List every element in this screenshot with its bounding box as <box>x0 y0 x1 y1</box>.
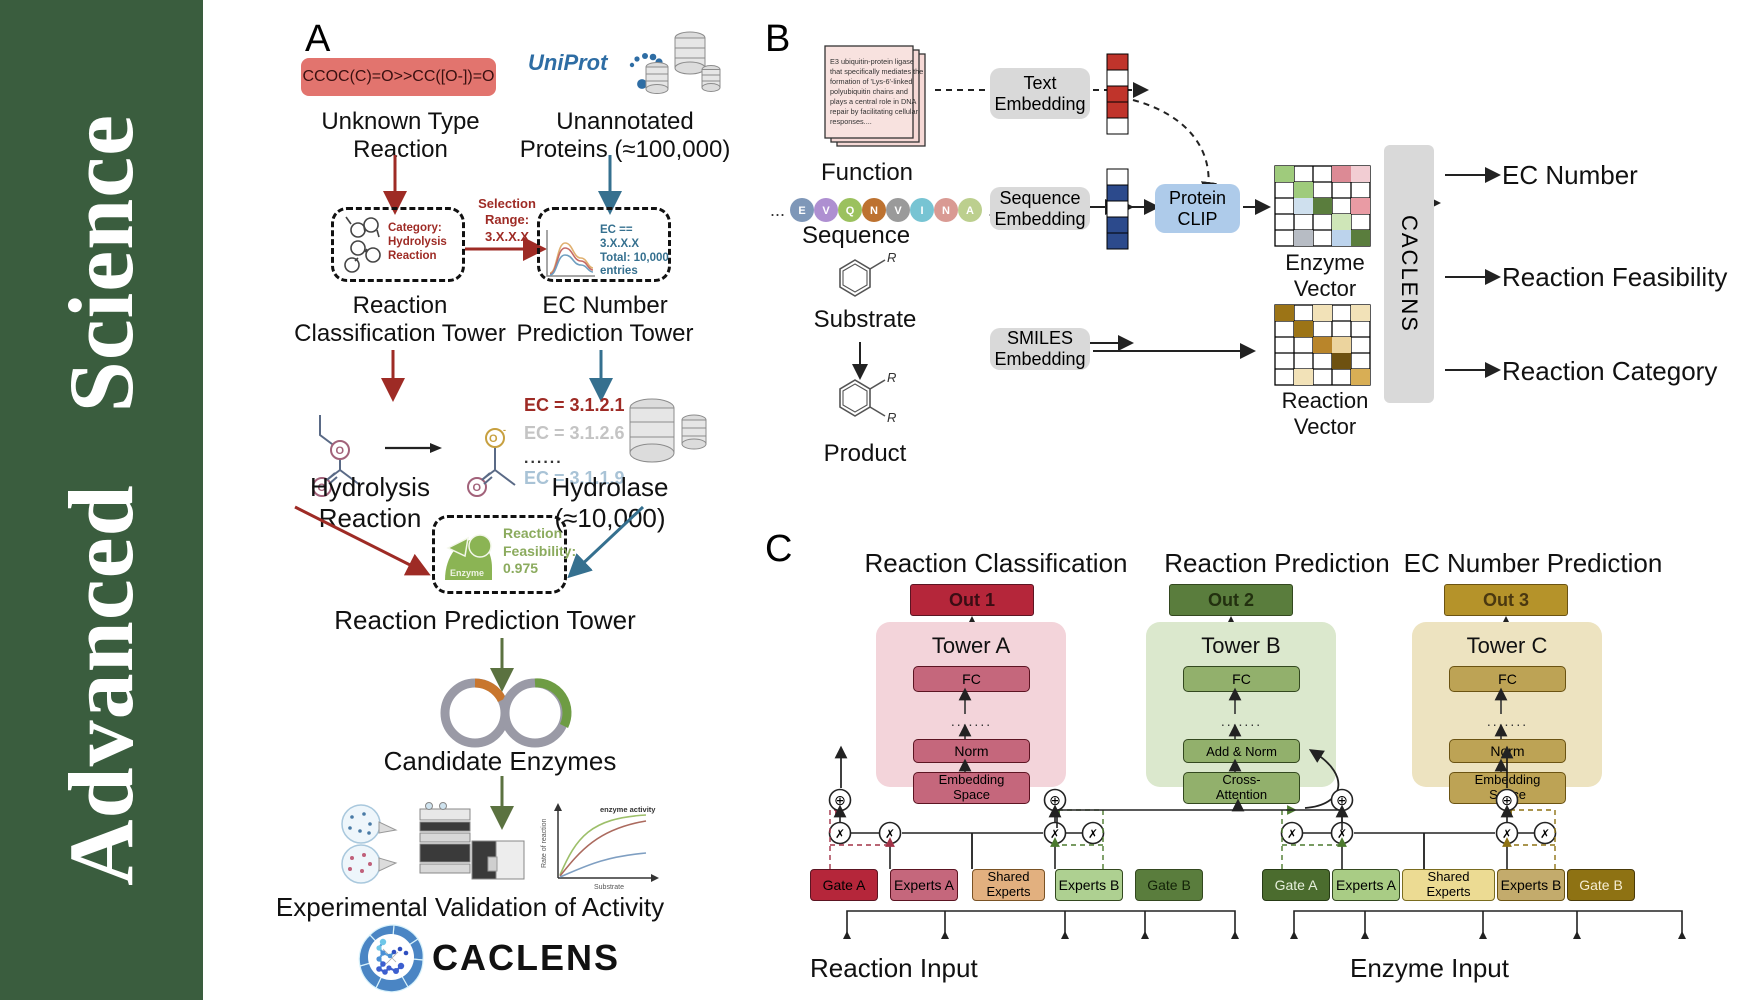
svg-text:R: R <box>887 410 896 425</box>
svg-text:polyubiquitin chains and: polyubiquitin chains and <box>830 87 908 96</box>
svg-text:that specifically mediates the: that specifically mediates the <box>830 67 923 76</box>
svg-text:✗: ✗ <box>1088 827 1098 841</box>
svg-text:Rate of reaction: Rate of reaction <box>541 818 548 868</box>
svg-text:formation of 'Lys-6'-linked: formation of 'Lys-6'-linked <box>830 77 912 86</box>
svg-text:Q: Q <box>846 205 855 217</box>
svg-text:N: N <box>942 205 950 217</box>
svg-text:UniProt: UniProt <box>528 50 609 75</box>
svg-text:I: I <box>920 205 923 217</box>
svg-text:...: ... <box>770 200 785 220</box>
svg-text:✗: ✗ <box>835 827 845 841</box>
svg-text:plays a central role in DNA: plays a central role in DNA <box>830 97 917 106</box>
svg-text:responses....: responses.... <box>830 117 872 126</box>
svg-text:⊕: ⊕ <box>1049 792 1061 808</box>
svg-text:N: N <box>870 205 878 217</box>
svg-text:✗: ✗ <box>885 827 895 841</box>
svg-text:✗: ✗ <box>1502 827 1512 841</box>
svg-text:repair by facilitating cellula: repair by facilitating cellular <box>830 107 919 116</box>
svg-text:R: R <box>887 250 896 265</box>
svg-text:E3 ubiquitin-protein ligase: E3 ubiquitin-protein ligase <box>830 57 914 66</box>
svg-text:Substrate: Substrate <box>594 884 624 891</box>
svg-text:O: O <box>336 445 345 457</box>
svg-text:⊕: ⊕ <box>834 792 846 808</box>
svg-text:enzyme activity: enzyme activity <box>600 805 656 814</box>
svg-text:Enzyme: Enzyme <box>450 568 484 578</box>
svg-text:E: E <box>798 205 805 217</box>
svg-text:O: O <box>489 433 498 445</box>
svg-text:⊕: ⊕ <box>1501 792 1513 808</box>
svg-text:O: O <box>473 482 482 494</box>
svg-text:A: A <box>966 205 974 217</box>
svg-text:V: V <box>822 205 830 217</box>
svg-text:R: R <box>887 370 896 385</box>
svg-text:✗: ✗ <box>1050 827 1060 841</box>
svg-text:✗: ✗ <box>1540 827 1550 841</box>
svg-text:-: - <box>503 425 506 435</box>
svg-text:V: V <box>894 205 902 217</box>
svg-text:⊕: ⊕ <box>1336 792 1348 808</box>
